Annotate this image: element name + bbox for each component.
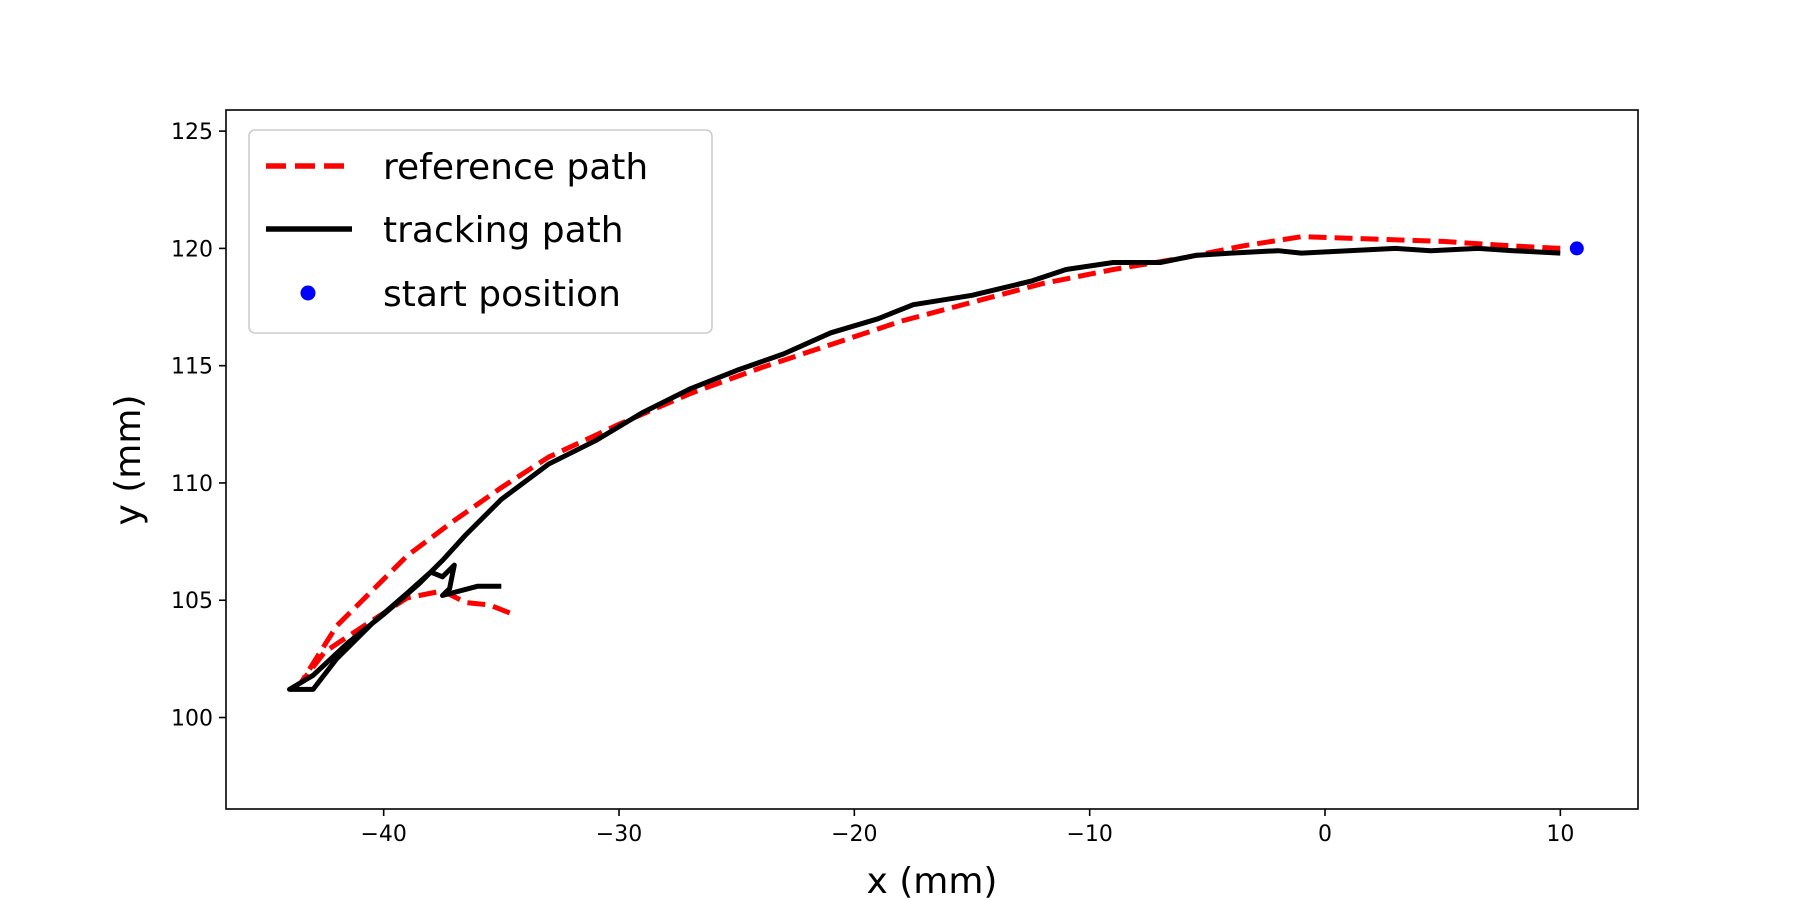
legend-label-start-position: start position [383, 274, 621, 315]
y-axis-label: y (mm) [108, 395, 149, 526]
legend-box [248, 129, 713, 334]
y-tick-label: 125 [171, 120, 213, 145]
x-tick-label: −20 [831, 822, 877, 847]
legend: reference path tracking path start posit… [248, 129, 713, 334]
x-tick-label: −30 [596, 822, 642, 847]
legend-label-reference-path: reference path [383, 147, 648, 188]
series-layer [287, 234, 1584, 692]
x-tick-label: −10 [1066, 822, 1112, 847]
x-axis-label: x (mm) [867, 861, 998, 900]
legend-swatch-start-position [300, 285, 316, 301]
y-tick-label: 100 [171, 707, 213, 732]
y-tick-label: 115 [171, 355, 213, 380]
x-tick-label: −40 [360, 822, 406, 847]
start-position-marker [1569, 241, 1584, 256]
x-tick-label: 10 [1546, 822, 1574, 847]
y-axis-ticks: 100 105 110 115 120 125 [171, 120, 226, 732]
y-tick-label: 105 [171, 589, 213, 614]
plot-frame [225, 109, 1639, 810]
y-tick-label: 120 [171, 237, 213, 262]
y-tick-label: 110 [171, 472, 213, 497]
x-tick-label: 0 [1318, 822, 1332, 847]
legend-label-tracking-path: tracking path [383, 210, 624, 251]
tracking-path-line [287, 245, 1561, 692]
x-axis-ticks: −40 −30 −20 −10 0 10 [360, 809, 1574, 847]
